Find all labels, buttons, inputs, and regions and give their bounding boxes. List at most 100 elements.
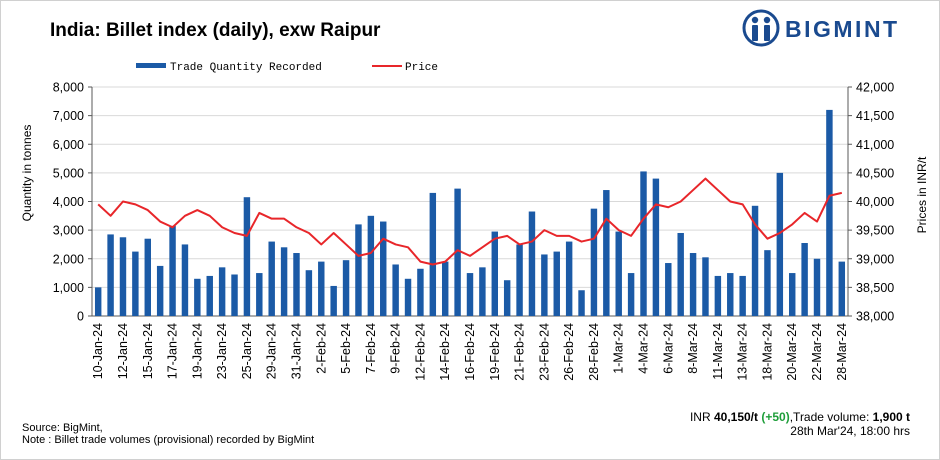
x-tick-label: 22-Mar-24 — [810, 323, 824, 381]
quantity-bar — [479, 267, 486, 316]
quantity-bar — [727, 273, 734, 316]
quantity-bar — [342, 260, 350, 316]
x-tick-label: 12-Feb-24 — [413, 323, 427, 381]
price-summary: INR 40,150/t (+50),Trade volume: 1,900 t… — [690, 410, 910, 438]
quantity-bar — [578, 290, 585, 316]
quantity-bar — [107, 234, 114, 316]
quantity-bar — [677, 232, 684, 316]
x-tick-label: 31-Jan-24 — [289, 323, 303, 379]
quantity-bar — [541, 254, 548, 316]
quantity-bar — [380, 221, 387, 316]
y-tick-label: 8,000 — [53, 81, 84, 95]
quantity-bar — [404, 278, 412, 316]
y2-tick-label: 40,500 — [856, 166, 894, 180]
quantity-bar — [417, 268, 424, 316]
timestamp: 28th Mar'24, 18:00 hrs — [790, 424, 910, 438]
quantity-bar — [516, 244, 523, 316]
x-tick-label: 29-Jan-24 — [265, 323, 279, 379]
quantity-bar — [627, 273, 635, 316]
quantity-bar — [206, 275, 213, 316]
quantity-bar — [640, 171, 647, 316]
y2-tick-label: 38,000 — [856, 310, 894, 324]
quantity-bar — [256, 273, 263, 316]
quantity-bar — [156, 265, 164, 316]
x-tick-label: 7-Feb-24 — [364, 323, 378, 374]
quantity-bar — [689, 253, 697, 316]
quantity-bar — [603, 190, 610, 316]
quantity-bar — [441, 261, 449, 316]
volume-label: ,Trade volume: — [789, 410, 873, 424]
x-tick-label: 16-Feb-24 — [463, 323, 477, 381]
legend-bar-swatch — [136, 63, 166, 68]
bars — [94, 109, 846, 317]
quantity-bar — [776, 172, 784, 317]
legend-label-price: Price — [405, 62, 438, 74]
quantity-bar — [293, 253, 300, 316]
x-tick-label: 28-Feb-24 — [587, 323, 601, 381]
axes — [88, 86, 852, 317]
x-tick-label: 28-Mar-24 — [835, 323, 849, 381]
y-tick-label: 5,000 — [53, 166, 84, 180]
quantity-bar — [94, 287, 102, 317]
quantity-bar — [652, 178, 660, 316]
x-tick-label: 1-Mar-24 — [612, 323, 626, 374]
quantity-bar — [590, 208, 598, 316]
quantity-bar — [218, 267, 226, 316]
quantity-bar — [268, 241, 275, 316]
x-tick-label: 13-Mar-24 — [736, 323, 750, 381]
quantity-bar — [714, 275, 722, 316]
quantity-bar — [789, 273, 796, 316]
price-currency: INR — [689, 410, 711, 424]
y2-tick-label: 39,000 — [856, 252, 894, 266]
quantity-bar — [801, 243, 808, 316]
gridlines — [92, 86, 848, 288]
x-tick-label: 20-Mar-24 — [785, 323, 799, 381]
price-value: 40,150/t — [713, 410, 759, 424]
quantity-bar — [826, 109, 833, 317]
x-tick-labels: 10-Jan-24 12-Jan-24 15-Jan-24 17-Jan-24 19-J… — [91, 323, 849, 381]
legend-label-quantity: Trade Quantity Recorded — [170, 62, 322, 74]
quantity-bar — [194, 278, 201, 316]
quantity-bar — [367, 215, 375, 316]
x-tick-label: 17-Jan-24 — [166, 323, 180, 379]
x-tick-label: 21-Feb-24 — [513, 323, 527, 381]
x-tick-label: 10-Jan-24 — [91, 323, 105, 379]
x-tick-label: 8-Mar-24 — [686, 323, 700, 374]
y-tick-label: 7,000 — [53, 109, 84, 123]
x-tick-label: 26-Feb-24 — [562, 323, 576, 381]
bigmint-logo: BIGMINT — [741, 8, 921, 48]
chart-svg: Trade Quantity Recorded Price 0 1,000 2,00… — [20, 62, 929, 381]
brand-name: BIGMINT — [785, 16, 900, 42]
bigmint-logo-icon — [742, 9, 780, 47]
quantity-bar — [838, 261, 846, 316]
quantity-bar — [231, 274, 238, 316]
quantity-bar — [615, 231, 622, 316]
quantity-bar — [503, 280, 511, 316]
quantity-bar — [553, 251, 560, 316]
y-tick-label: 0 — [77, 310, 84, 324]
quantity-bar — [181, 244, 189, 316]
quantity-bar — [764, 250, 771, 316]
y2-tick-label: 39,500 — [856, 224, 894, 238]
quantity-bar — [565, 241, 573, 316]
price-change: (+50) — [761, 410, 790, 424]
source-text: Source: BigMint, — [22, 422, 103, 434]
y-tick-label: 6,000 — [53, 138, 84, 152]
note-text: Note : Billet trade volumes (provisional… — [22, 434, 315, 446]
quantity-bar — [144, 238, 151, 316]
quantity-bar — [665, 263, 672, 316]
x-tick-label: 14-Feb-24 — [438, 323, 452, 381]
legend-line-swatch — [372, 65, 402, 67]
x-tick-label: 6-Mar-24 — [661, 323, 675, 374]
y2-tick-label: 38,500 — [856, 281, 894, 295]
quantity-bar — [528, 211, 536, 316]
quantity-bar — [392, 264, 399, 316]
x-tick-label: 2-Feb-24 — [314, 323, 328, 374]
volume-value: 1,900 t — [872, 410, 910, 424]
x-tick-label: 9-Feb-24 — [389, 323, 403, 374]
x-tick-label: 15-Jan-24 — [141, 323, 155, 379]
y2-tick-labels: 38,000 38,500 39,000 39,500 40,000 40,500 41,0… — [856, 81, 894, 324]
x-tick-label: 19-Jan-24 — [190, 323, 204, 379]
y2-axis-label: Prices in INR/t — [915, 156, 929, 233]
y2-tick-label: 41,000 — [856, 138, 894, 152]
